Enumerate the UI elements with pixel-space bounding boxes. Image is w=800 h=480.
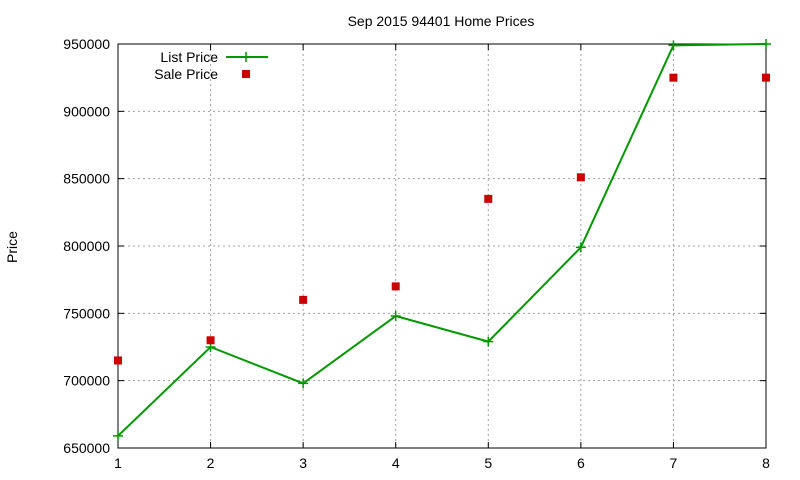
y-tick-label: 700000 <box>63 373 110 389</box>
x-tick-label: 6 <box>577 455 585 471</box>
gridlines <box>118 44 766 448</box>
sale-price-point <box>299 295 308 304</box>
sale-price-point <box>762 73 770 82</box>
list-price-line <box>117 43 767 437</box>
sale-price-point <box>484 194 493 203</box>
y-tick-label: 850000 <box>63 171 110 187</box>
x-tick-label: 8 <box>762 455 770 471</box>
x-tick-label: 5 <box>484 455 492 471</box>
sale-price-point <box>206 336 215 345</box>
y-tick-label: 650000 <box>63 440 110 456</box>
list-price-point <box>298 378 309 389</box>
sale-price-series <box>114 73 770 365</box>
list-price-point <box>668 40 679 51</box>
legend-label: List Price <box>160 49 218 65</box>
list-price-point <box>483 336 494 347</box>
y-tick-label: 900000 <box>63 103 110 119</box>
list-price-point <box>390 311 401 322</box>
sale-price-point <box>576 173 585 182</box>
sale-price-point <box>669 73 678 82</box>
x-tick-label: 3 <box>299 455 307 471</box>
sale-price-point <box>114 356 122 365</box>
x-tick-label: 4 <box>392 455 400 471</box>
y-tick-label: 950000 <box>63 36 110 52</box>
x-tick-label: 7 <box>670 455 678 471</box>
y-tick-label: 800000 <box>63 238 110 254</box>
list-price-point <box>575 242 586 253</box>
legend-marker <box>241 52 251 62</box>
chart-title: Sep 2015 94401 Home Prices <box>348 13 535 29</box>
series-group <box>113 39 771 441</box>
legend-marker <box>242 70 250 78</box>
list-price-point <box>761 39 771 49</box>
axis-ticks: 1 2 3 4 5 6 7 8 650000 700000 750000 800000 850000 90… <box>63 36 770 471</box>
y-axis-label: Price <box>4 231 20 263</box>
list-price-series <box>113 39 771 441</box>
legend-label: Sale Price <box>154 66 218 82</box>
sale-price-point <box>391 282 400 291</box>
x-tick-label: 1 <box>114 455 122 471</box>
x-tick-label: 2 <box>207 455 215 471</box>
y-tick-label: 750000 <box>63 305 110 321</box>
list-price-point <box>113 430 123 441</box>
